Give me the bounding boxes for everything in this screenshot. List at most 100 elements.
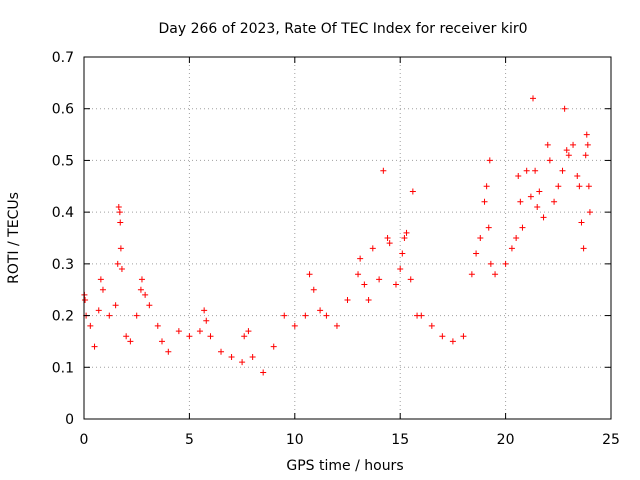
data-point: [218, 348, 225, 355]
data-point: [563, 147, 570, 154]
data-point: [270, 343, 277, 350]
data-point: [306, 271, 313, 278]
data-point: [97, 276, 104, 283]
data-point: [559, 167, 566, 174]
data-point: [407, 276, 414, 283]
data-point: [428, 322, 435, 329]
data-point: [386, 240, 393, 247]
data-point: [201, 307, 208, 314]
data-point: [481, 198, 488, 205]
data-point: [513, 235, 520, 241]
data-point: [409, 188, 416, 195]
data-point: [241, 333, 248, 340]
x-tick-label: 0: [80, 432, 89, 448]
data-point: [310, 286, 317, 293]
data-point: [344, 297, 351, 304]
data-point: [515, 172, 522, 179]
data-point: [574, 172, 581, 179]
data-point: [291, 322, 298, 329]
data-point: [175, 328, 182, 335]
data-point: [544, 141, 551, 148]
data-point: [117, 219, 124, 226]
data-point: [397, 266, 404, 273]
x-tick-label: 10: [286, 432, 304, 448]
data-point: [302, 312, 309, 319]
data-point: [82, 297, 89, 304]
data-point: [138, 276, 145, 283]
data-point: [561, 105, 568, 112]
data-point: [99, 286, 106, 293]
data-point: [116, 209, 123, 216]
data-point: [473, 250, 480, 257]
data-point: [260, 369, 267, 376]
data-point: [357, 255, 364, 262]
y-tick-label: 0.7: [52, 50, 74, 66]
data-point: [523, 167, 530, 174]
data-point: [87, 322, 94, 329]
data-point: [486, 157, 493, 164]
data-point: [460, 333, 467, 340]
data-point: [582, 152, 589, 159]
data-point: [532, 167, 539, 174]
data-point: [519, 224, 526, 231]
marks-layer: [81, 95, 593, 376]
data-point: [580, 245, 587, 252]
data-point: [228, 353, 235, 360]
data-point: [487, 260, 494, 267]
grid-layer: [84, 57, 611, 419]
data-point: [439, 333, 446, 340]
plot-frame: [83, 56, 612, 420]
data-point: [281, 312, 288, 319]
data-point: [249, 353, 256, 360]
data-point: [477, 235, 484, 241]
data-point: [117, 245, 124, 252]
data-point: [323, 312, 330, 319]
ticks-layer: 0 5 10 15 20 25 0 0.1 0.2 0.3 0.4 0.5 0.6 0.7: [52, 50, 620, 448]
data-point: [317, 307, 324, 314]
x-tick-label: 20: [497, 432, 515, 448]
x-tick-label: 15: [391, 432, 409, 448]
data-point: [207, 333, 214, 340]
data-point: [401, 235, 408, 241]
data-point: [583, 131, 590, 138]
data-point: [239, 359, 246, 366]
x-tick-label: 25: [602, 432, 620, 448]
data-point: [154, 322, 161, 329]
data-point: [551, 198, 558, 205]
data-point: [365, 297, 372, 304]
data-point: [123, 333, 130, 340]
data-point: [376, 276, 383, 283]
data-point: [137, 286, 144, 293]
y-tick-label: 0.6: [52, 102, 74, 118]
data-point: [565, 152, 572, 159]
y-tick-label: 0.2: [52, 309, 74, 325]
data-point: [115, 203, 122, 210]
data-point: [418, 312, 425, 319]
data-point: [576, 183, 583, 190]
data-point: [540, 214, 547, 221]
data-point: [112, 302, 119, 309]
data-point: [369, 245, 376, 252]
data-point: [245, 328, 252, 335]
data-point: [585, 183, 592, 190]
data-point: [361, 281, 368, 288]
data-point: [468, 271, 475, 278]
data-point: [527, 193, 534, 200]
chart-title: Day 266 of 2023, Rate Of TEC Index for r…: [158, 21, 527, 37]
data-point: [578, 219, 585, 226]
data-point: [146, 302, 153, 309]
data-point: [570, 141, 577, 148]
y-axis-label: ROTI / TECUs: [6, 192, 22, 284]
data-point: [95, 307, 102, 314]
data-point: [485, 224, 492, 231]
data-point: [586, 209, 593, 216]
data-point: [133, 312, 140, 319]
data-point: [118, 266, 125, 273]
data-point: [517, 198, 524, 205]
y-tick-label: 0.1: [52, 360, 74, 376]
data-point: [203, 317, 210, 324]
data-point: [399, 250, 406, 257]
data-point: [384, 235, 391, 241]
y-tick-label: 0.5: [52, 153, 74, 169]
data-point: [530, 95, 537, 102]
